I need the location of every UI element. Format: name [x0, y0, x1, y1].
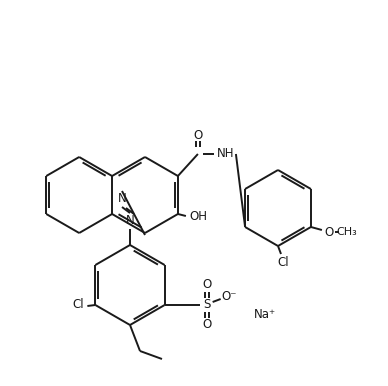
Text: OH: OH — [189, 210, 207, 223]
Text: CH₃: CH₃ — [336, 227, 357, 237]
Text: O: O — [324, 225, 334, 239]
Text: Cl: Cl — [73, 298, 84, 312]
Text: NH: NH — [217, 147, 235, 161]
Text: Na⁺: Na⁺ — [254, 308, 276, 322]
Text: N: N — [118, 193, 126, 205]
Text: O: O — [193, 129, 203, 142]
Text: O⁻: O⁻ — [221, 291, 236, 303]
Text: N: N — [126, 215, 134, 227]
Text: S: S — [203, 298, 210, 312]
Text: O: O — [202, 279, 211, 291]
Text: O: O — [202, 318, 211, 332]
Text: Cl: Cl — [277, 256, 289, 269]
